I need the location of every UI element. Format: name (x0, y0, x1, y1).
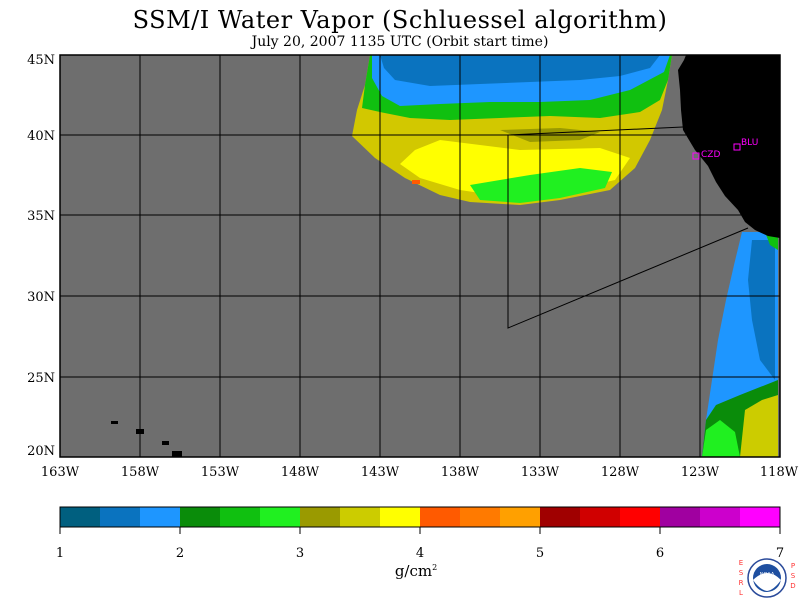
svg-text:S: S (739, 569, 744, 577)
station-czd-label: CZD (701, 150, 720, 160)
units-superscript: 2 (432, 563, 438, 572)
colorbar-tick-label: 4 (415, 546, 425, 561)
map-frame (59, 54, 781, 458)
colorbar-cell (60, 507, 101, 527)
colorbar-tick-label: 7 (775, 546, 785, 561)
lon-label: 153W (201, 465, 240, 480)
colorbar-cell (380, 507, 421, 527)
svg-text:P: P (791, 562, 795, 570)
colorbar-tick-label: 6 (655, 546, 665, 561)
colorbar (60, 507, 781, 527)
lat-axis-labels: 45N 40N 35N 30N 25N 20N (27, 53, 55, 459)
colorbar-cell (180, 507, 221, 527)
units-text: g/cm (394, 562, 433, 580)
lon-label: 128W (601, 465, 640, 480)
svg-text:E: E (739, 559, 743, 567)
lat-label: 25N (27, 371, 55, 386)
colorbar-cell (660, 507, 701, 527)
lat-label: 35N (27, 209, 55, 224)
units-label: g/cm2 (395, 562, 437, 580)
colorbar-cell (420, 507, 461, 527)
map-title: SSM/I Water Vapor (Schluessel algorithm) (132, 6, 668, 34)
colorbar-cell (300, 507, 341, 527)
colorbar-cell (540, 507, 581, 527)
svg-text:S: S (791, 572, 796, 580)
colorbar-tick-label: 3 (295, 546, 305, 561)
lon-label: 118W (760, 465, 799, 480)
lon-label: 148W (281, 465, 320, 480)
lon-label: 123W (681, 465, 720, 480)
lat-label: 40N (27, 129, 55, 144)
lon-label: 133W (521, 465, 560, 480)
colorbar-ticks (59, 527, 781, 534)
station-blu: BLU (733, 138, 758, 151)
lon-label: 158W (121, 465, 160, 480)
region-outline (507, 135, 749, 329)
lon-label: 163W (41, 465, 80, 480)
colorbar-cell (220, 507, 261, 527)
station-czd: CZD (692, 150, 720, 160)
swath-north (352, 55, 672, 205)
swath-coastal (702, 232, 778, 457)
lat-label: 20N (27, 444, 55, 459)
lon-label: 138W (441, 465, 480, 480)
lon-label: 143W (361, 465, 400, 480)
svg-text:L: L (739, 589, 743, 597)
land-mass (678, 55, 780, 238)
colorbar-tick-label: 5 (535, 546, 545, 561)
colorbar-cell (700, 507, 741, 527)
lat-label: 45N (27, 53, 55, 68)
map-subtitle: July 20, 2007 1135 UTC (Orbit start time… (251, 34, 549, 50)
colorbar-cell (100, 507, 141, 527)
lon-axis-labels: 163W 158W 153W 148W 143W 138W 133W 128W … (41, 465, 799, 480)
colorbar-cell (620, 507, 661, 527)
colorbar-cell (500, 507, 541, 527)
colorbar-tick-label: 2 (175, 546, 185, 561)
colorbar-tick-label: 1 (55, 546, 65, 561)
lat-label: 30N (27, 290, 55, 305)
colorbar-cell (460, 507, 501, 527)
colorbar-cell (580, 507, 621, 527)
colorbar-cell (340, 507, 381, 527)
lat-lon-grid (60, 55, 780, 457)
svg-text:R: R (739, 579, 744, 587)
logo-text: NOAA (760, 572, 775, 578)
station-blu-label: BLU (741, 138, 758, 148)
colorbar-cell (140, 507, 181, 527)
colorbar-cell (260, 507, 301, 527)
colorbar-cell (740, 507, 781, 527)
region-outline-north (507, 126, 684, 136)
svg-text:D: D (790, 582, 795, 590)
